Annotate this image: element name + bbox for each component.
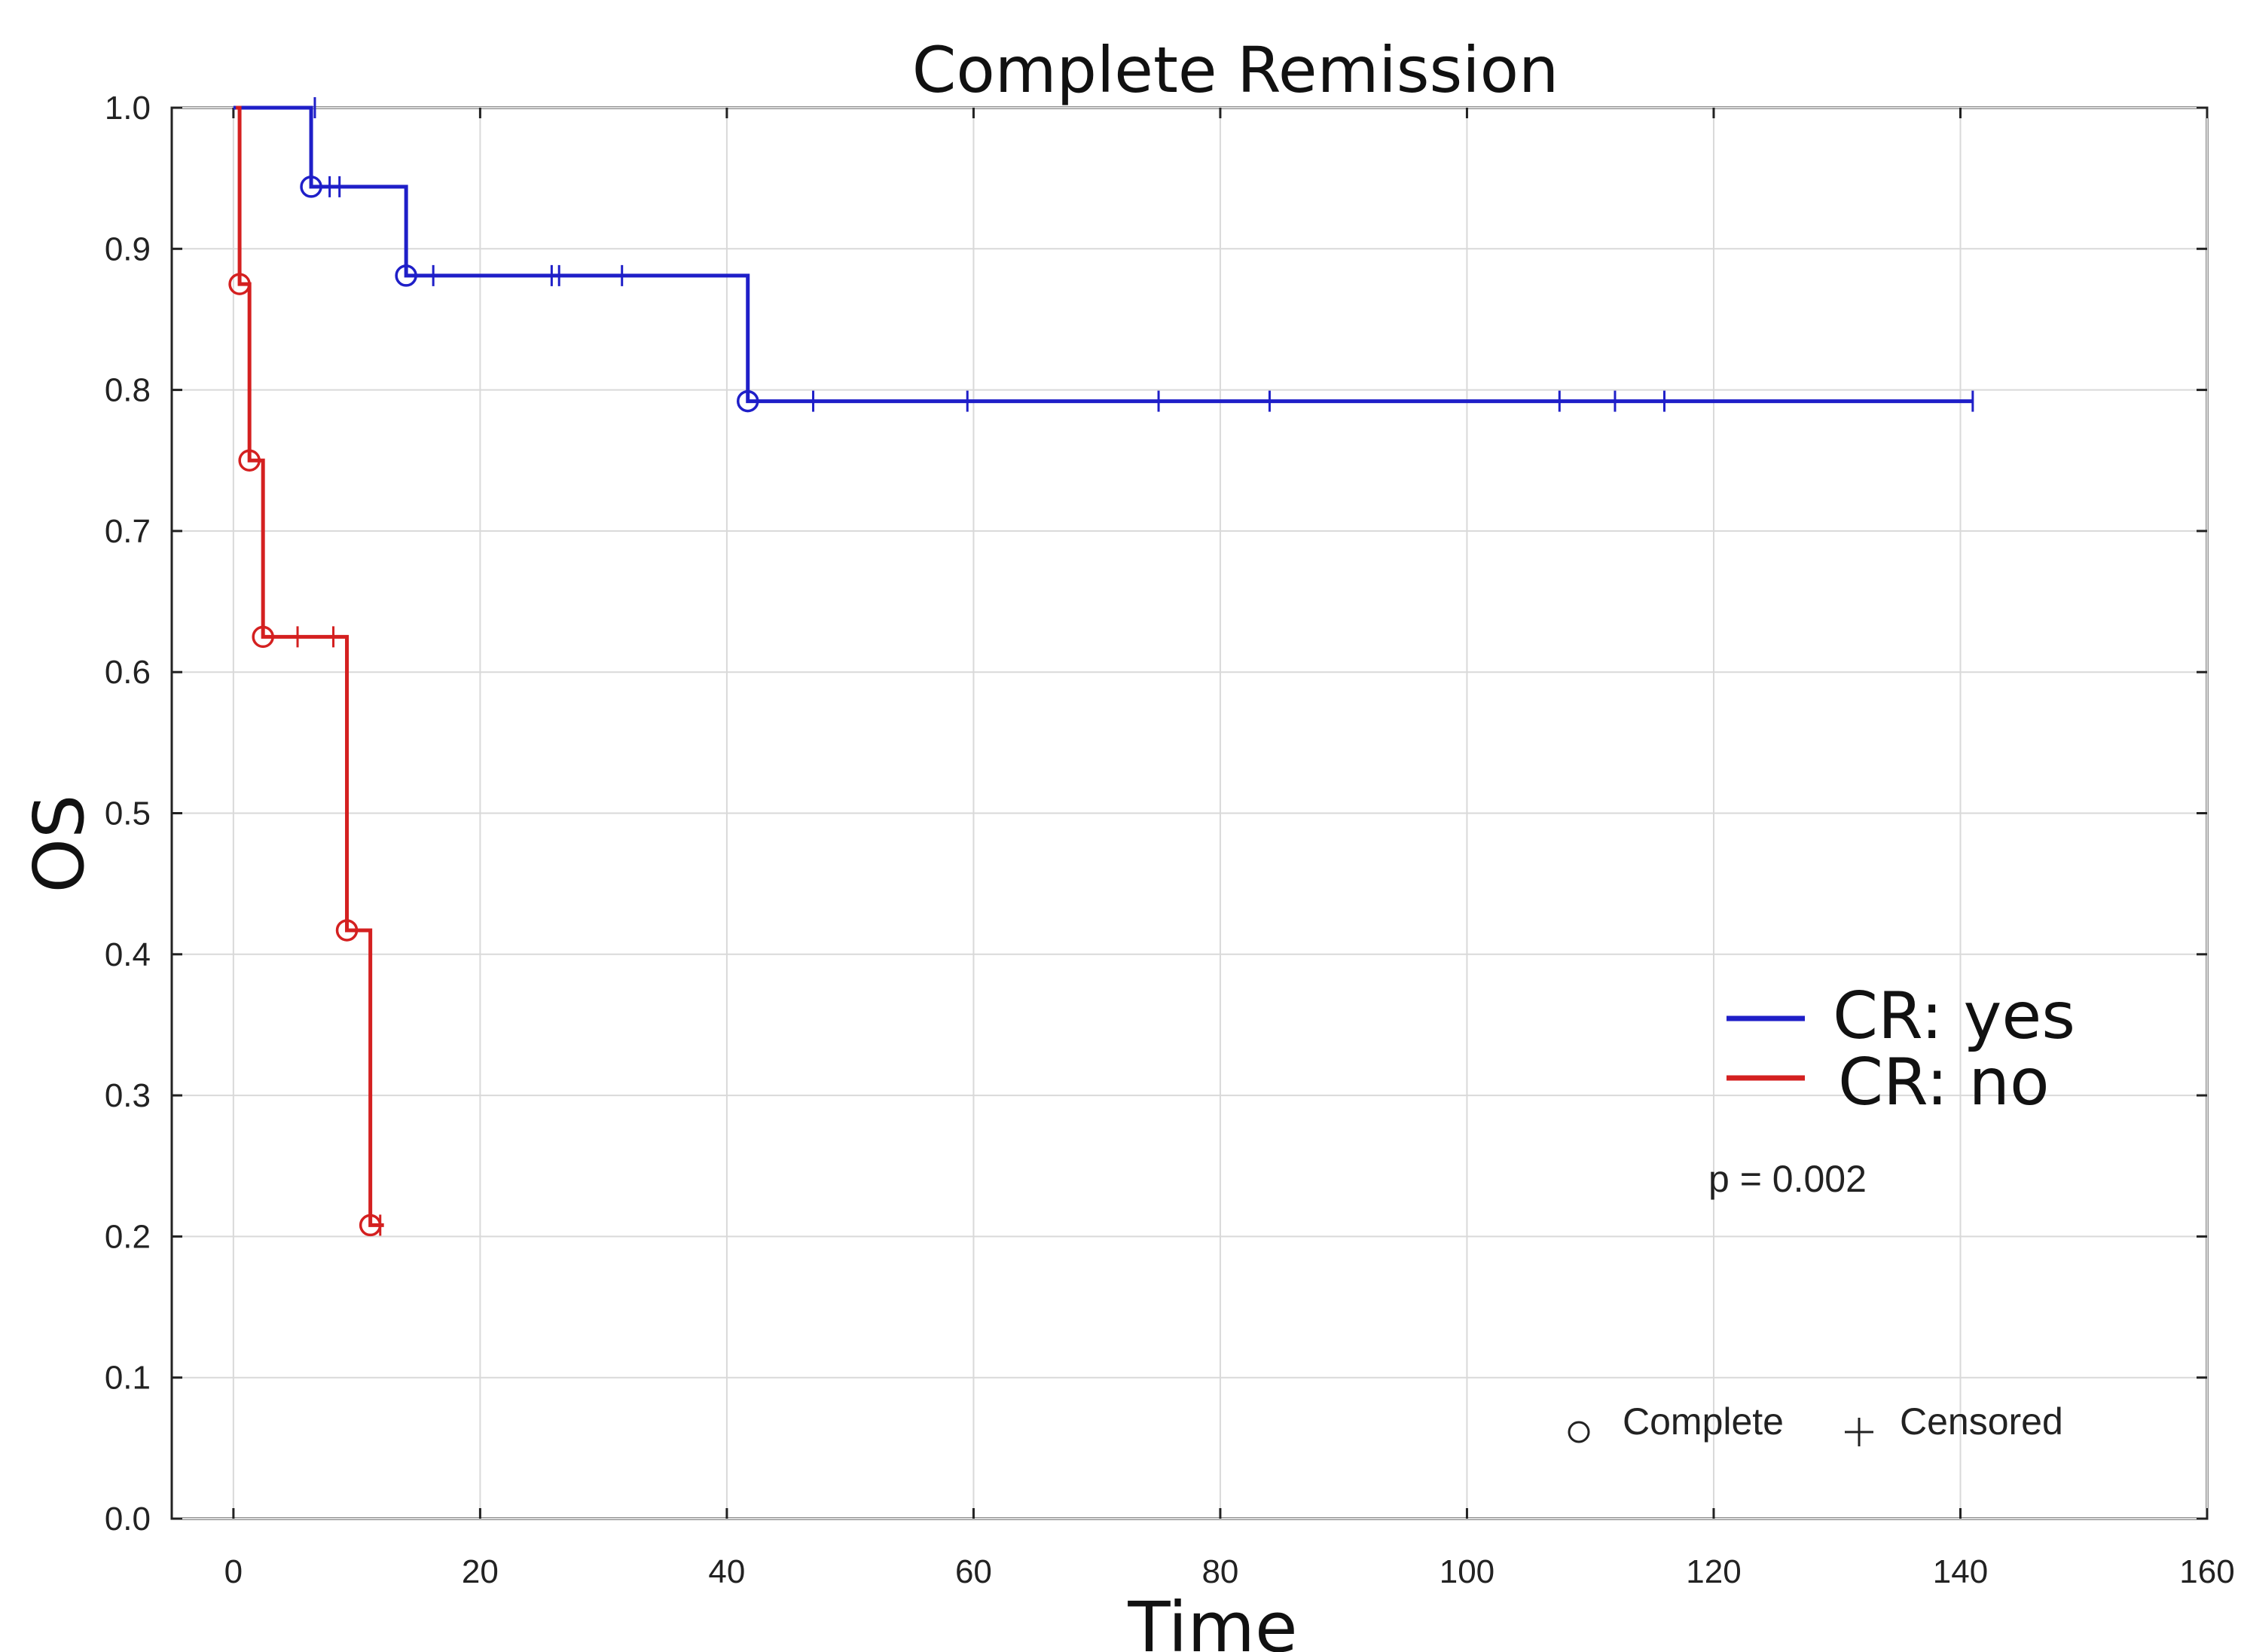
x-tick-label: 120	[1686, 1553, 1741, 1590]
x-tick-label: 60	[955, 1553, 992, 1590]
event-marker	[335, 919, 359, 942]
legend-label-cr-no: CR: no	[1838, 1045, 2050, 1120]
marker-legend: Complete Censored	[1568, 1400, 2063, 1446]
y-tick-label: 0.4	[105, 936, 151, 973]
p-value-annotation: p = 0.002	[1708, 1158, 1867, 1200]
event-marker	[395, 264, 417, 287]
censored-marker-icon	[1845, 1418, 1873, 1446]
x-tick-label: 80	[1201, 1553, 1238, 1590]
complete-label: Complete	[1623, 1400, 1784, 1443]
series-cr-yes	[233, 97, 1974, 413]
grid	[172, 107, 2208, 1519]
event-marker	[238, 449, 261, 472]
x-tick-label: 0	[224, 1553, 243, 1590]
x-tick-label: 160	[2179, 1553, 2234, 1590]
y-tick-label: 0.5	[105, 795, 151, 832]
y-tick-label: 0.9	[105, 231, 151, 267]
event-marker	[300, 176, 322, 198]
y-axis-title: OS	[19, 795, 99, 893]
legend-label-cr-yes: CR: yes	[1833, 979, 2075, 1054]
event-marker	[228, 273, 251, 295]
series-layer	[228, 97, 1974, 1237]
y-tick-label: 0.0	[105, 1501, 151, 1537]
censored-label: Censored	[1900, 1400, 2063, 1443]
x-tick-label: 40	[708, 1553, 745, 1590]
complete-marker-icon	[1568, 1421, 1590, 1443]
chart-title: Complete Remission	[912, 33, 1559, 107]
y-tick-label: 0.3	[105, 1077, 151, 1114]
x-axis-title: Time	[1127, 1587, 1297, 1652]
legend: CR: yes CR: no	[1727, 979, 2075, 1120]
x-tick-label: 20	[462, 1553, 499, 1590]
y-tick-label: 0.7	[105, 513, 151, 550]
y-tick-label: 0.8	[105, 372, 151, 409]
y-ticks: 0.0 0.1 0.2 0.3 0.4 0.5 0.6 0.7 0.8 0.9 1.0	[105, 90, 2207, 1537]
event-marker	[252, 625, 274, 649]
survival-curve	[236, 105, 384, 1227]
x-tick-label: 100	[1440, 1553, 1495, 1590]
y-tick-label: 0.2	[105, 1218, 151, 1255]
series-cr-no	[228, 105, 384, 1237]
x-tick-label: 140	[1933, 1553, 1988, 1590]
survival-curve	[233, 105, 1973, 404]
event-marker	[736, 389, 759, 413]
y-tick-label: 1.0	[105, 90, 151, 127]
x-ticks: 0 20 40 60 80 100 120 140 160	[224, 108, 2235, 1590]
y-tick-label: 0.1	[105, 1360, 151, 1397]
y-tick-label: 0.6	[105, 654, 151, 691]
